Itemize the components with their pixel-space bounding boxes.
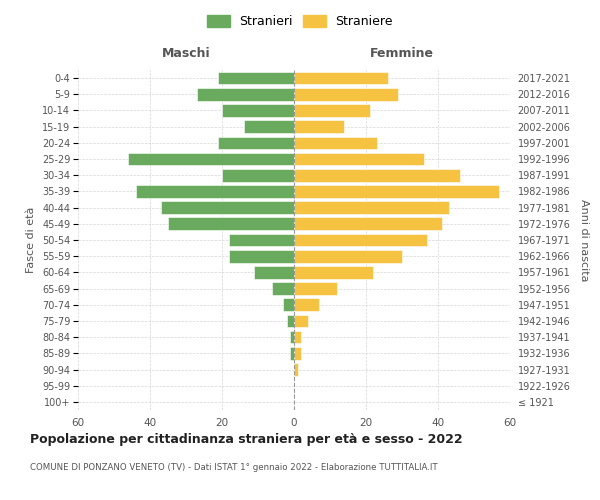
Bar <box>294 72 388 85</box>
Bar <box>294 266 373 278</box>
Bar <box>294 104 370 117</box>
Text: Femmine: Femmine <box>370 48 434 60</box>
Bar <box>294 185 499 198</box>
Y-axis label: Fasce di età: Fasce di età <box>26 207 37 273</box>
Bar <box>290 347 294 360</box>
Text: Popolazione per cittadinanza straniera per età e sesso - 2022: Popolazione per cittadinanza straniera p… <box>30 432 463 446</box>
Y-axis label: Anni di nascita: Anni di nascita <box>579 198 589 281</box>
Text: COMUNE DI PONZANO VENETO (TV) - Dati ISTAT 1° gennaio 2022 - Elaborazione TUTTIT: COMUNE DI PONZANO VENETO (TV) - Dati IST… <box>30 462 437 471</box>
Bar <box>128 152 294 166</box>
Bar <box>254 266 294 278</box>
Bar <box>294 314 308 328</box>
Text: Maschi: Maschi <box>161 48 211 60</box>
Bar <box>294 218 442 230</box>
Bar <box>161 202 294 214</box>
Bar <box>272 282 294 295</box>
Bar <box>294 152 424 166</box>
Bar <box>294 234 427 246</box>
Bar <box>287 314 294 328</box>
Bar <box>294 202 449 214</box>
Legend: Stranieri, Straniere: Stranieri, Straniere <box>203 11 397 32</box>
Bar <box>294 363 298 376</box>
Bar <box>197 88 294 101</box>
Bar <box>294 331 301 344</box>
Bar <box>294 120 344 133</box>
Bar <box>229 234 294 246</box>
Bar <box>222 169 294 181</box>
Bar <box>168 218 294 230</box>
Bar <box>294 347 301 360</box>
Bar <box>294 169 460 181</box>
Bar <box>294 298 319 311</box>
Bar <box>294 136 377 149</box>
Bar <box>283 298 294 311</box>
Bar <box>222 104 294 117</box>
Bar <box>244 120 294 133</box>
Bar <box>290 331 294 344</box>
Bar <box>294 250 402 262</box>
Bar <box>218 72 294 85</box>
Bar <box>229 250 294 262</box>
Bar <box>136 185 294 198</box>
Bar <box>218 136 294 149</box>
Bar <box>294 88 398 101</box>
Bar <box>294 282 337 295</box>
